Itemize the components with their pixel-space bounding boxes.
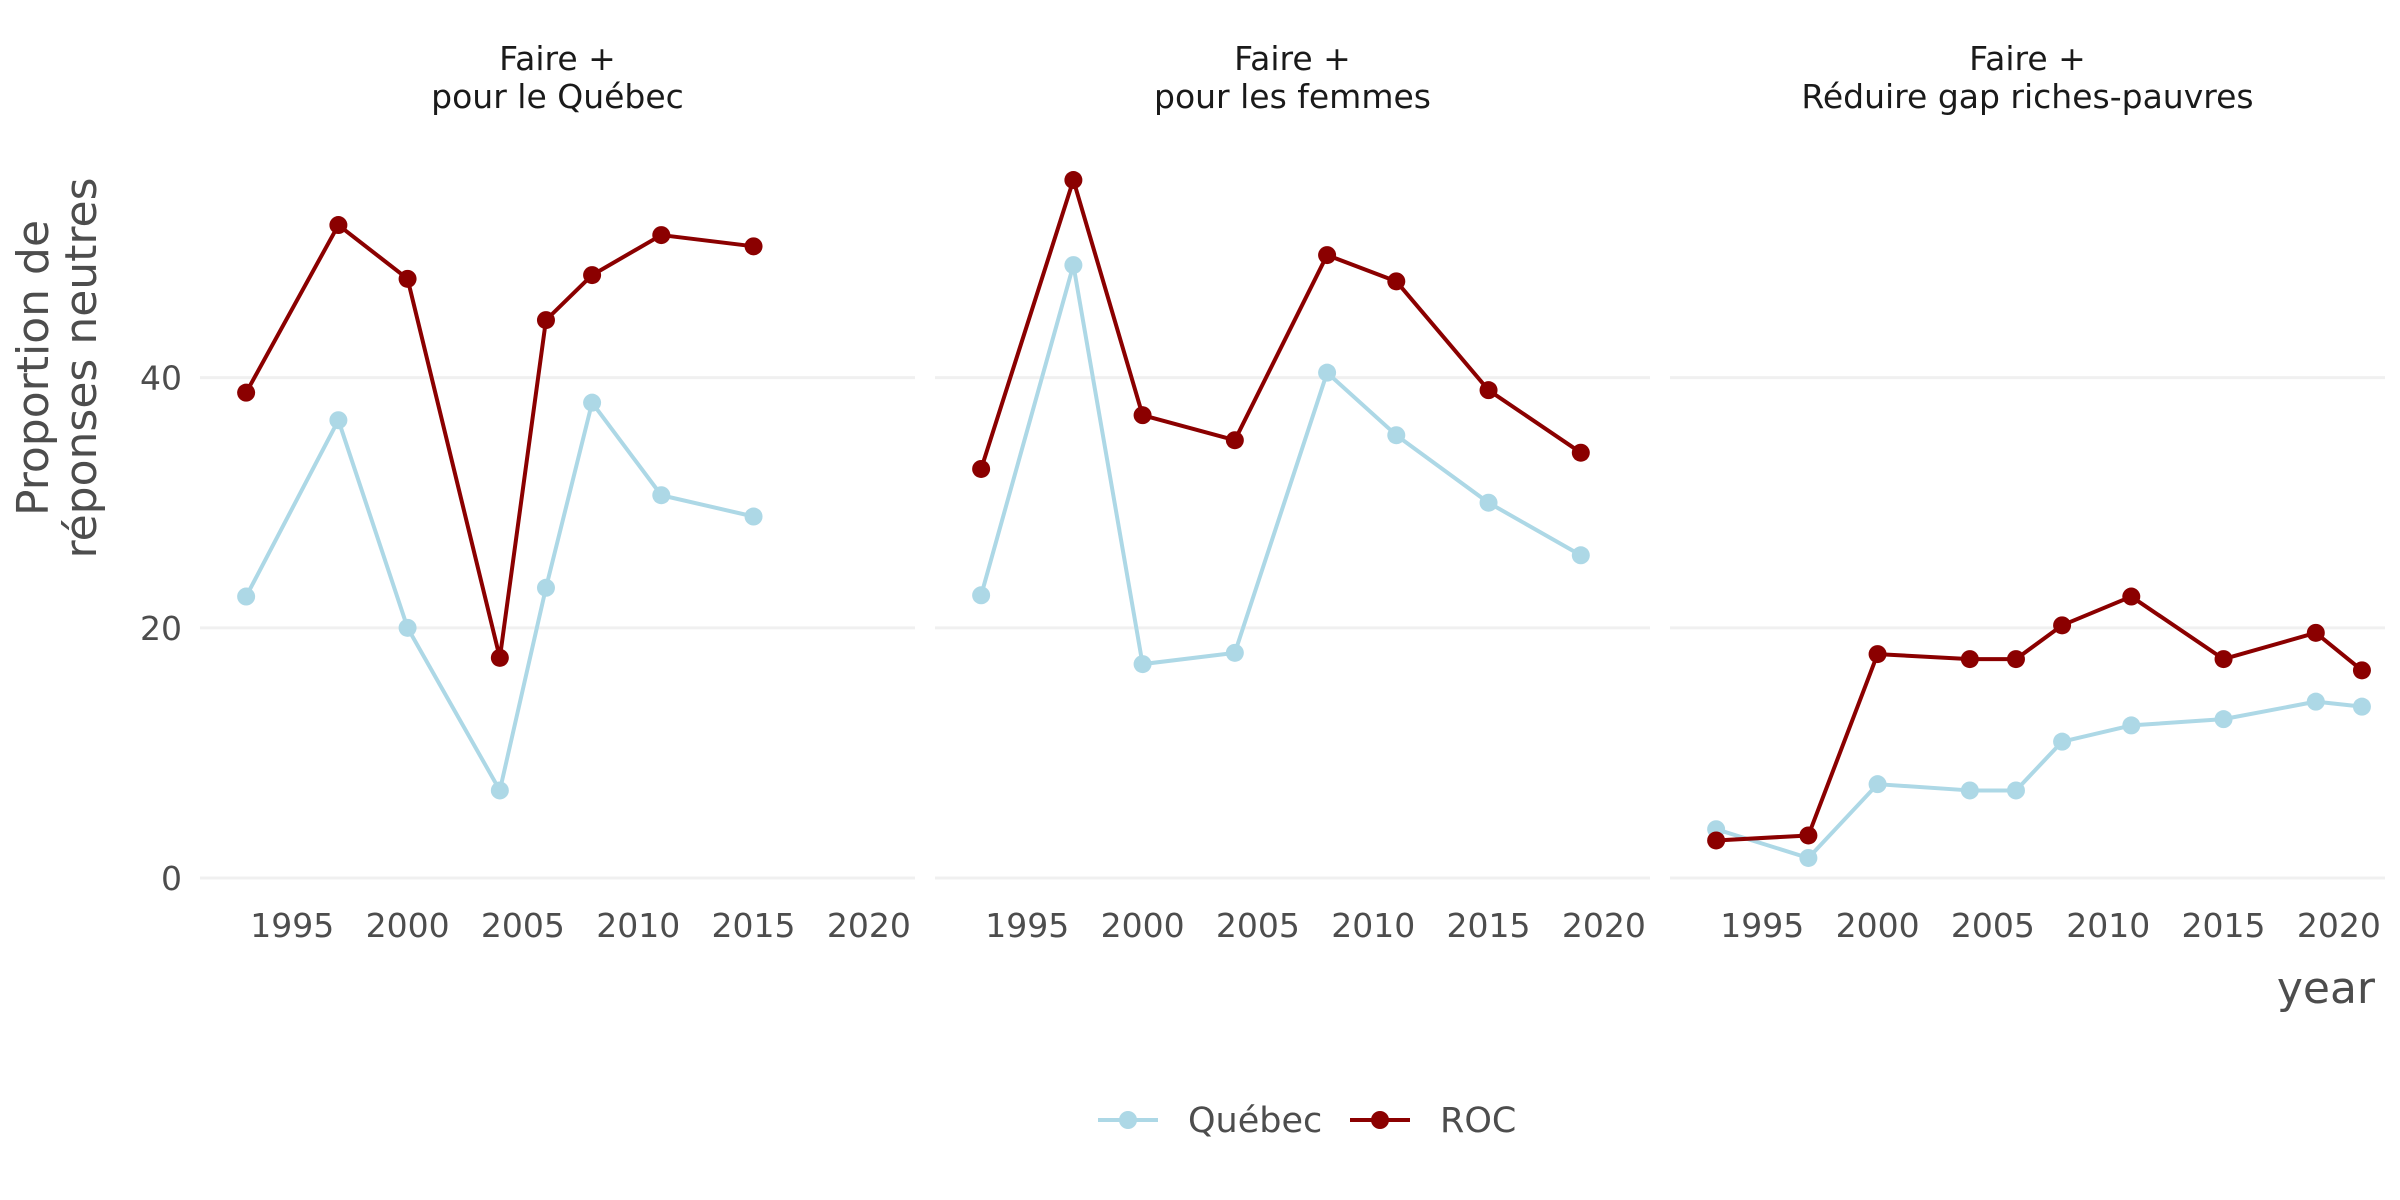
data-point [1799,826,1818,845]
x-tick-label: 2005 [1951,906,2035,945]
x-axis-title: year [2277,963,2376,1014]
x-tick-label: 2015 [712,906,796,945]
data-point [2306,692,2325,711]
y-axis-title: Proportion deréponses neutres [8,177,107,558]
data-point [398,269,417,288]
data-point [2122,716,2141,735]
data-point [652,226,671,245]
data-point [490,648,509,667]
data-point [1707,831,1726,850]
facet-title: Faire + pour les femmes [1154,39,1431,116]
data-point [2006,781,2025,800]
x-tick-label: 2000 [1101,906,1185,945]
facet-title: Faire + pour le Québec [431,39,684,116]
data-point [1868,775,1887,794]
series-line-Québec [979,263,1582,667]
data-point [329,216,348,235]
data-point [1133,655,1152,674]
data-point [1318,363,1337,382]
data-point [583,393,602,412]
data-point [652,486,671,505]
x-tick-label: 1995 [985,906,1069,945]
data-point [1799,848,1818,867]
x-tick-label: 2020 [827,906,911,945]
x-tick-label: 2010 [2066,906,2150,945]
data-point [2214,650,2233,669]
series-line-ROC [1716,594,2364,843]
data-point [744,237,763,256]
series-line-Québec [1715,699,2363,860]
data-point [2006,650,2025,669]
x-tick-label: 2010 [596,906,680,945]
x-tick-label: 1995 [250,906,334,945]
legend-key-point [1119,1111,1137,1129]
series-line-Québec [244,400,754,793]
data-point [583,266,602,285]
x-tick-label: 2000 [366,906,450,945]
data-point [2053,616,2072,635]
data-point [1064,171,1083,190]
data-point [329,411,348,430]
data-point [237,383,256,402]
data-point [972,459,991,478]
data-point [536,578,555,597]
legend-item: ROC [1350,1101,1516,1141]
data-point [1225,431,1244,450]
data-point [2306,623,2325,642]
data-point [1387,272,1406,291]
data-point [1225,643,1244,662]
y-tick-label: 0 [161,859,182,898]
legend-label: Québec [1188,1101,1322,1141]
data-point [237,587,256,606]
data-point [2053,732,2072,751]
y-tick-label: 40 [140,359,182,398]
data-point [744,507,763,526]
data-point [490,781,509,800]
x-tick-label: 2010 [1331,906,1415,945]
data-point [1571,443,1590,462]
facet-title: Faire + Réduire gap riches-pauvres [1801,39,2253,116]
x-tick-label: 2015 [1447,906,1531,945]
data-point [2214,710,2233,729]
data-point [2122,587,2141,606]
facet-panel-1: Faire + pour le Québec 1995 2000 2005 2010 201… [140,39,915,945]
x-tick-label: 2005 [1216,906,1300,945]
data-point [2352,697,2371,716]
y-axis-title-text: Proportion deréponses neutres [8,177,107,558]
series-line-ROC [244,223,754,660]
x-tick-label: 2020 [1562,906,1646,945]
series-line-ROC [979,178,1582,470]
x-tick-label: 1995 [1720,906,1804,945]
x-tick-label: 2020 [2297,906,2381,945]
legend-key-point [1371,1111,1389,1129]
data-point [1133,406,1152,425]
data-point [2352,661,2371,680]
data-point [398,618,417,637]
x-tick-label: 2015 [2182,906,2266,945]
y-tick-label: 20 [140,609,182,648]
x-tick-label: 2000 [1836,906,1920,945]
data-point [1479,381,1498,400]
legend-label: ROC [1440,1101,1516,1141]
data-point [1868,645,1887,664]
data-point [1960,781,1979,800]
data-point [536,311,555,330]
data-point [1318,246,1337,265]
data-point [1387,426,1406,445]
legend-item: Québec [1098,1101,1322,1141]
data-point [1479,493,1498,512]
data-point [1064,256,1083,275]
data-point [972,586,991,605]
facet-panel-3: Faire + Réduire gap riches-pauvres 1995 200… [1670,39,2385,945]
data-point [1960,650,1979,669]
facet-panel-2: Faire + pour les femmes 1995 2000 2005 2010 20… [935,39,1650,945]
x-tick-label: 2005 [481,906,565,945]
legend: Québec ROC [1098,1101,1516,1141]
data-point [1571,546,1590,565]
